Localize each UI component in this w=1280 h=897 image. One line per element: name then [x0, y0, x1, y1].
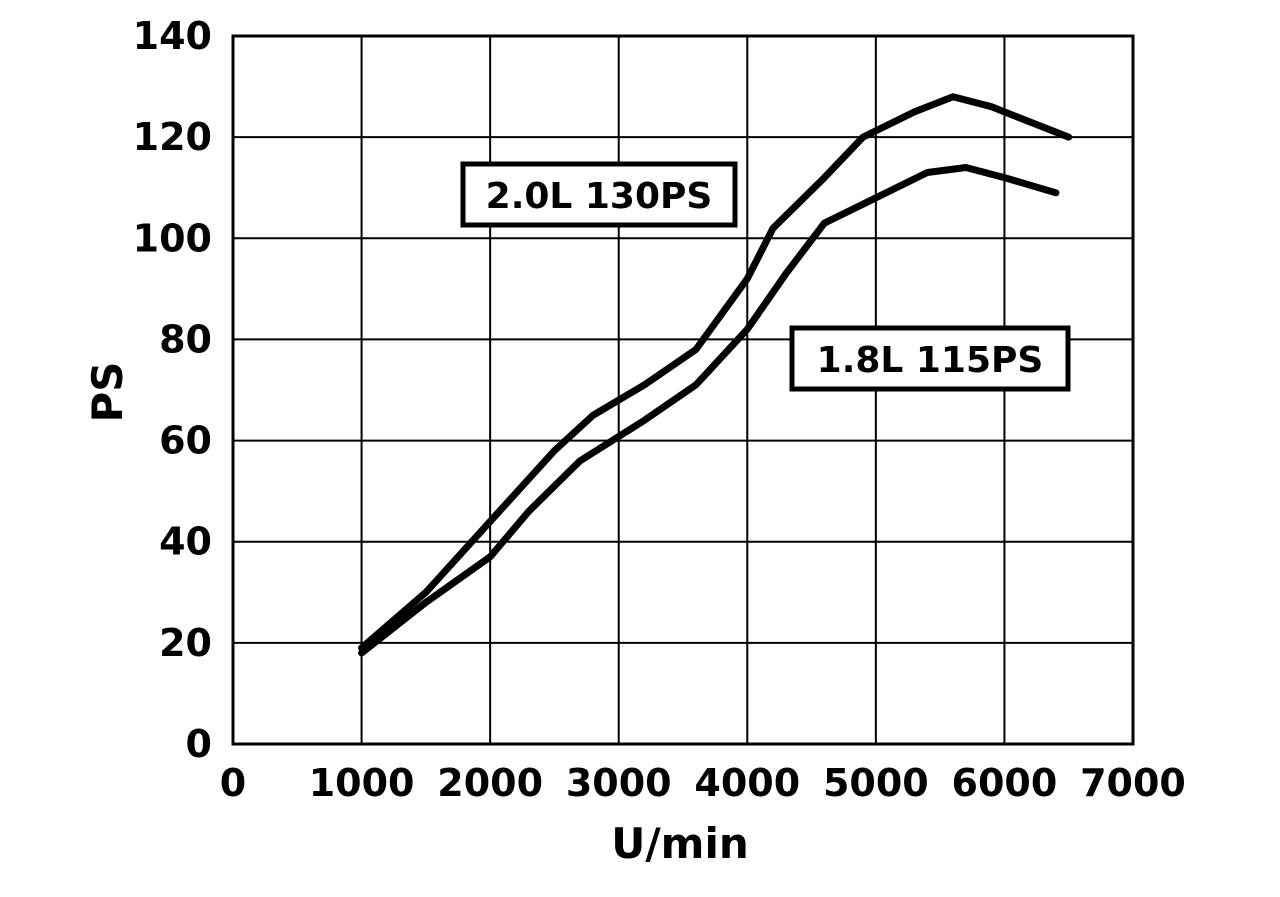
- x-axis-ticks: 0 1000 2000 3000 4000 5000 6000 7000: [220, 761, 1186, 805]
- series-line-1: [358, 164, 1060, 657]
- x-tick-label: 6000: [952, 761, 1058, 805]
- series-label-text-1-8l: 1.8L 115PS: [817, 340, 1044, 381]
- x-tick-label: 0: [220, 761, 246, 805]
- y-tick-label: 60: [159, 419, 212, 463]
- y-tick-label: 100: [133, 216, 212, 260]
- y-tick-label: 0: [186, 722, 212, 766]
- series-lines: [358, 93, 1073, 657]
- x-tick-label: 1000: [309, 761, 415, 805]
- y-axis-title: PS: [83, 361, 132, 422]
- y-tick-label: 120: [133, 115, 212, 159]
- y-tick-label: 80: [159, 317, 212, 361]
- x-tick-label: 3000: [566, 761, 672, 805]
- x-tick-label: 5000: [823, 761, 929, 805]
- y-axis-ticks: 0 20 40 60 80 100 120 140: [133, 14, 212, 766]
- x-axis-title: U/min: [611, 819, 749, 868]
- series-label-1-8l: 1.8L 115PS: [789, 325, 1071, 392]
- y-tick-label: 140: [133, 14, 212, 58]
- series-label-box-2-0l: [460, 161, 738, 228]
- series-label-2-0l: 2.0L 130PS: [460, 161, 738, 228]
- x-tick-label: 7000: [1080, 761, 1186, 805]
- series-label-box-1-8l: [789, 325, 1071, 392]
- series-label-text-2-0l: 2.0L 130PS: [486, 176, 713, 217]
- series-line-0: [358, 93, 1073, 652]
- plot-frame: [231, 34, 1135, 746]
- y-tick-label: 20: [159, 621, 212, 665]
- x-tick-label: 4000: [694, 761, 800, 805]
- y-tick-label: 40: [159, 520, 212, 564]
- x-tick-label: 2000: [437, 761, 543, 805]
